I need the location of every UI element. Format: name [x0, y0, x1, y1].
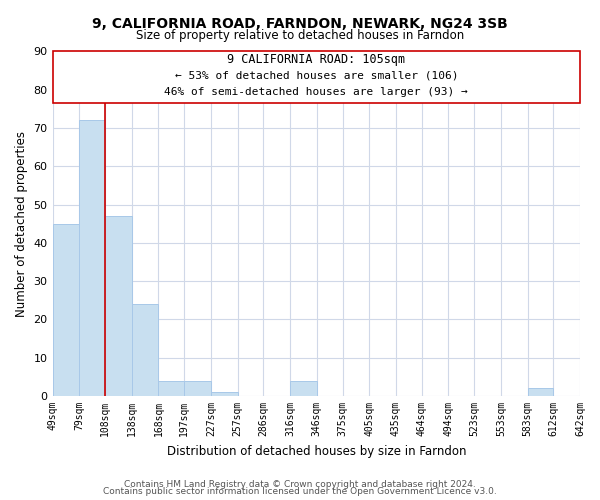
Text: 9 CALIFORNIA ROAD: 105sqm: 9 CALIFORNIA ROAD: 105sqm	[227, 54, 406, 66]
Bar	[211, 392, 238, 396]
Bar	[290, 380, 317, 396]
Bar	[79, 120, 105, 396]
Bar	[158, 380, 184, 396]
FancyBboxPatch shape	[53, 52, 580, 103]
Bar	[527, 388, 553, 396]
X-axis label: Distribution of detached houses by size in Farndon: Distribution of detached houses by size …	[167, 444, 466, 458]
Text: Size of property relative to detached houses in Farndon: Size of property relative to detached ho…	[136, 28, 464, 42]
Text: 46% of semi-detached houses are larger (93) →: 46% of semi-detached houses are larger (…	[164, 86, 468, 97]
Bar	[105, 216, 132, 396]
Text: ← 53% of detached houses are smaller (106): ← 53% of detached houses are smaller (10…	[175, 70, 458, 80]
Text: Contains HM Land Registry data © Crown copyright and database right 2024.: Contains HM Land Registry data © Crown c…	[124, 480, 476, 489]
Bar	[53, 224, 79, 396]
Y-axis label: Number of detached properties: Number of detached properties	[15, 131, 28, 317]
Bar	[184, 380, 211, 396]
Bar	[132, 304, 158, 396]
Text: 9, CALIFORNIA ROAD, FARNDON, NEWARK, NG24 3SB: 9, CALIFORNIA ROAD, FARNDON, NEWARK, NG2…	[92, 18, 508, 32]
Text: Contains public sector information licensed under the Open Government Licence v3: Contains public sector information licen…	[103, 487, 497, 496]
